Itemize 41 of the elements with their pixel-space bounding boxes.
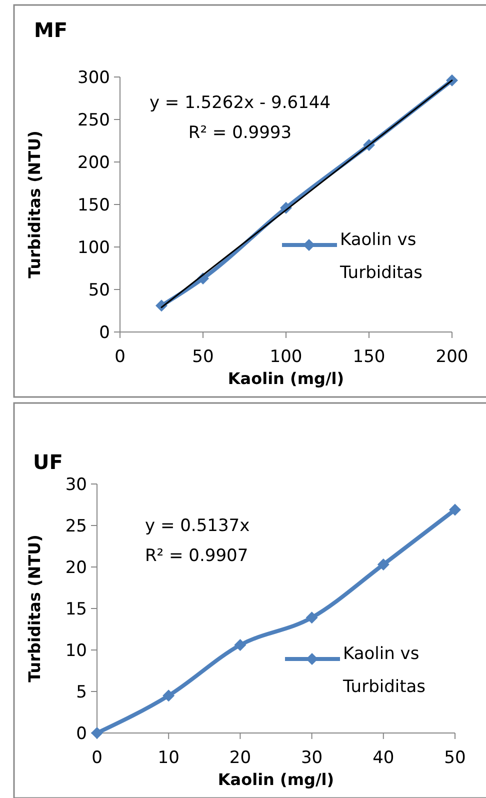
x-tick-label: 10 [158, 748, 180, 768]
x-tick-label: 200 [436, 347, 468, 367]
x-tick-label: 50 [444, 748, 466, 768]
point [234, 639, 246, 652]
y-tick-label: 15 [65, 599, 87, 620]
y-tick-label: 200 [78, 152, 110, 173]
chart-title: UF [33, 450, 63, 474]
x-tick-label: 20 [229, 748, 252, 768]
x-tick-label: 40 [372, 748, 394, 768]
x-tick-label: 100 [270, 347, 302, 367]
x-axis-title: Kaolin (mg/l) [218, 770, 334, 789]
y-tick-label: 30 [65, 474, 87, 495]
point [377, 558, 390, 571]
annotation: R² = 0.9993 [188, 123, 292, 143]
y-tick-label: 50 [88, 280, 110, 300]
y-tick-label: 100 [78, 238, 110, 258]
y-axis-title: Turbiditas (NTU) [25, 534, 44, 682]
x-tick-label: 150 [352, 347, 386, 367]
legend-label: Kaolin vs Turbiditas [342, 644, 426, 697]
annotation: y = 0.5137x [145, 516, 250, 536]
annotation: R² = 0.9907 [145, 546, 248, 566]
y-tick-label: 0 [76, 724, 87, 744]
y-tick-label: 5 [76, 682, 87, 702]
y-axis-title: Turbiditas (NTU) [25, 130, 44, 278]
x-tick-label: 50 [192, 347, 214, 367]
chart-title: MF [34, 18, 68, 42]
y-tick-label: 20 [65, 558, 87, 578]
y-tick-label: 0 [99, 322, 110, 343]
y-tick-label: 150 [78, 195, 110, 216]
legend-label: Kaolin vs Turbiditas [339, 230, 423, 283]
y-tick-label: 25 [65, 516, 87, 536]
y-tick-label: 10 [65, 640, 87, 661]
point [449, 504, 461, 516]
y-tick-label: 250 [78, 110, 110, 130]
point [306, 612, 318, 624]
y-tick-label: 300 [78, 68, 110, 88]
x-axis-title: Kaolin (mg/l) [228, 369, 344, 388]
x-tick-label: 30 [300, 748, 323, 768]
x-tick-label: 0 [114, 347, 126, 367]
annotation: y = 1.5262x - 9.6144 [149, 93, 331, 113]
point [162, 690, 175, 702]
